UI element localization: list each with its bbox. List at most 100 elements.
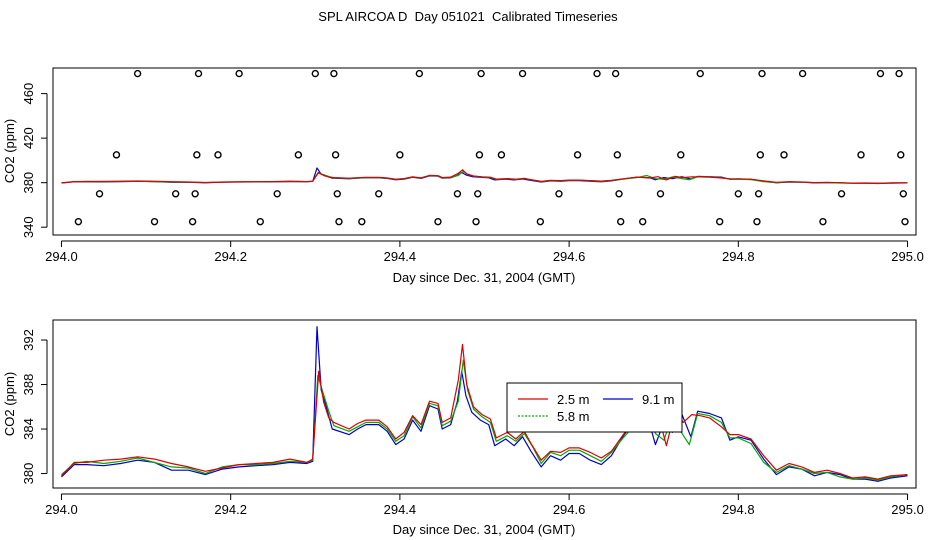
bottom-y-axis: 380 384 388 392 <box>21 329 48 484</box>
calibration-point <box>677 151 685 159</box>
legend-box <box>506 382 683 433</box>
top-series-lines <box>61 167 908 185</box>
legend-label-9-1m: 9.1 m <box>642 392 675 407</box>
calibration-point <box>358 217 366 226</box>
top-plot-frame <box>52 67 917 236</box>
x-tick-label: 295.0 <box>891 502 924 517</box>
calibration-point <box>753 217 761 226</box>
calibration-point <box>734 190 743 198</box>
calibration-point <box>617 217 625 226</box>
y-tick-label: 384 <box>21 418 36 440</box>
calibration-point <box>150 217 159 226</box>
calibration-point <box>895 69 903 78</box>
legend: 2.5 m 9.1 m 5.8 m <box>506 382 683 433</box>
calibration-point <box>716 217 724 226</box>
calibration-point <box>656 190 665 198</box>
legend-label-5-8m: 5.8 m <box>557 409 590 424</box>
series-line-9-1-m <box>61 326 908 482</box>
calibration-point <box>901 217 909 226</box>
x-tick-label: 294.0 <box>45 249 78 264</box>
calibration-point <box>335 217 343 226</box>
calibration-point <box>235 69 243 78</box>
calibration-point <box>294 151 303 159</box>
calibration-point <box>133 69 142 78</box>
x-tick-label: 294.4 <box>384 249 417 264</box>
calibration-point <box>415 69 424 78</box>
top-x-axis: 294.0 294.2 294.4 294.6 294.8 295.0 <box>45 240 924 264</box>
bottom-panel: 294.0 294.2 294.4 294.6 294.8 295.0 380 384 388… <box>2 319 924 537</box>
calibration-point <box>780 151 788 159</box>
calibration-point <box>536 217 545 226</box>
calibration-point <box>112 151 121 159</box>
calibration-point <box>798 69 807 78</box>
bottom-x-axis: 294.0 294.2 294.4 294.6 294.8 295.0 <box>45 493 924 517</box>
top-panel: 294.0 294.2 294.4 294.6 294.8 295.0 340 380 420… <box>2 67 924 285</box>
calibration-point <box>331 151 340 159</box>
calibration-point <box>95 190 104 198</box>
x-tick-label: 294.6 <box>553 249 586 264</box>
calibration-point <box>754 190 763 198</box>
y-tick-label: 420 <box>21 127 36 149</box>
calibration-point <box>758 69 766 78</box>
calibration-point <box>611 69 620 78</box>
calibration-point <box>333 190 341 198</box>
calibration-point <box>518 69 527 78</box>
y-tick-label: 392 <box>21 329 36 351</box>
x-tick-label: 294.2 <box>214 249 247 264</box>
series-line-5-8-m <box>61 359 908 481</box>
legend-label-2-5m: 2.5 m <box>557 392 590 407</box>
calibration-point <box>191 190 199 198</box>
calibration-point <box>434 217 442 226</box>
y-tick-label: 460 <box>21 83 36 105</box>
x-tick-label: 294.6 <box>553 502 586 517</box>
bottom-x-axis-label: Day since Dec. 31, 2004 (GMT) <box>393 522 576 537</box>
calibration-point <box>475 151 484 159</box>
calibration-point <box>876 69 885 78</box>
calibration-point <box>756 151 765 159</box>
series-line-9-1-m <box>61 167 908 185</box>
calibration-point <box>477 69 485 78</box>
y-tick-label: 380 <box>21 172 36 194</box>
calibration-point <box>311 69 319 78</box>
calibration-point <box>696 69 704 78</box>
calibration-point <box>214 151 222 159</box>
calibration-point <box>330 69 338 78</box>
calibration-point <box>639 217 647 226</box>
calibration-point <box>613 151 622 159</box>
calibration-point <box>897 151 905 159</box>
calibration-point <box>474 190 482 198</box>
calibration-point <box>555 190 563 198</box>
y-tick-label: 340 <box>21 216 36 238</box>
x-tick-label: 294.2 <box>214 502 247 517</box>
bottom-y-axis-label: CO2 (ppm) <box>2 372 17 436</box>
x-tick-label: 294.8 <box>722 502 755 517</box>
calibration-point <box>837 190 846 198</box>
y-tick-label: 388 <box>21 374 36 396</box>
bottom-plot-frame <box>52 319 917 489</box>
calibration-point <box>615 190 623 198</box>
calibration-point <box>256 217 264 226</box>
top-x-axis-label: Day since Dec. 31, 2004 (GMT) <box>393 270 576 285</box>
bottom-series-lines <box>61 326 908 482</box>
top-calibration-points <box>74 69 909 226</box>
calibration-point <box>573 151 582 159</box>
series-line-2-5-m <box>61 343 908 480</box>
calibration-point <box>472 217 480 226</box>
calibration-point <box>497 151 506 159</box>
calibration-point <box>453 190 462 198</box>
calibration-point <box>899 190 908 198</box>
calibration-point <box>188 217 197 226</box>
chart-title: SPL AIRCOA D Day 051021 Calibrated Times… <box>318 9 618 24</box>
x-tick-label: 295.0 <box>891 249 924 264</box>
calibration-point <box>273 190 281 198</box>
x-tick-label: 294.4 <box>384 502 417 517</box>
calibration-point <box>857 151 865 159</box>
x-tick-label: 294.8 <box>722 249 755 264</box>
calibration-point <box>74 217 83 226</box>
calibration-point <box>171 190 180 198</box>
calibration-point <box>194 69 203 78</box>
top-y-axis: 340 380 420 460 <box>21 83 48 238</box>
calibration-point <box>396 151 404 159</box>
calibration-point <box>193 151 201 159</box>
